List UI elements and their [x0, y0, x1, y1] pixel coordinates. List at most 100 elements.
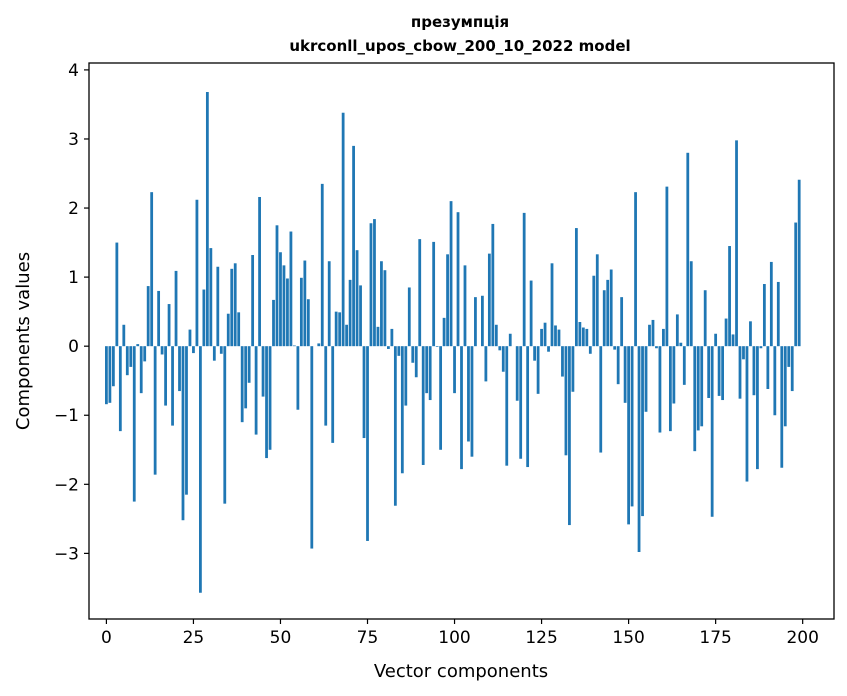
bar [407, 287, 411, 347]
bar [146, 286, 150, 347]
bar [331, 346, 335, 443]
bar-series [105, 92, 801, 593]
bar [682, 346, 686, 385]
bar [540, 328, 543, 347]
bar [122, 324, 126, 347]
bar [188, 329, 192, 347]
bar [696, 346, 700, 431]
bar [279, 252, 282, 347]
bar [115, 242, 119, 347]
bar [199, 346, 202, 593]
bar [254, 346, 258, 435]
bar [794, 222, 798, 347]
bar [641, 346, 644, 517]
bar [125, 346, 129, 376]
bar [602, 290, 606, 347]
bar [595, 254, 599, 347]
bar [202, 289, 206, 347]
bar [717, 346, 721, 396]
y-tick-label: −3 [54, 544, 79, 564]
bar [393, 346, 397, 506]
bar [157, 290, 161, 347]
bar [380, 261, 383, 347]
bar [192, 346, 195, 354]
bar [387, 346, 390, 349]
bar [195, 199, 199, 347]
bar [212, 346, 216, 361]
bar [442, 317, 446, 347]
bar [686, 152, 690, 347]
bar [345, 324, 349, 347]
chart-title-line2: ukrconll_upos_cbow_200_10_2022 model [289, 37, 630, 55]
bar [411, 346, 415, 363]
bar [494, 324, 498, 347]
bar [164, 346, 167, 406]
bar [759, 346, 763, 349]
bar [327, 261, 331, 347]
bar [376, 326, 380, 347]
bar [185, 346, 188, 495]
bar [561, 346, 564, 377]
bar [522, 212, 526, 347]
bar [160, 346, 164, 355]
y-axis-ticks: −3 −2 −1 0 1 2 3 4 [54, 61, 89, 564]
bar [373, 219, 376, 347]
bar [616, 346, 620, 385]
bar [226, 313, 230, 347]
bar [132, 346, 136, 502]
bar [776, 281, 780, 347]
bar [306, 299, 310, 347]
bar [762, 284, 766, 347]
bar [435, 346, 439, 347]
bar [756, 346, 759, 470]
bar [310, 346, 314, 549]
bar [738, 346, 742, 399]
bar [449, 201, 453, 347]
bar [352, 145, 355, 347]
bar [613, 346, 617, 350]
y-tick-label: 1 [68, 268, 79, 288]
bar [359, 285, 362, 347]
bar [749, 321, 752, 347]
bar [787, 346, 791, 367]
y-tick-label: −1 [54, 406, 79, 426]
bar [627, 346, 630, 525]
bar [606, 279, 610, 347]
bar [251, 255, 255, 347]
bar [588, 346, 592, 354]
x-tick-label: 75 [357, 628, 379, 648]
bar [634, 192, 637, 347]
bar [620, 297, 624, 347]
bar [303, 260, 307, 347]
bar [707, 346, 711, 398]
bar [752, 346, 756, 396]
plot-area-frame [88, 62, 835, 620]
bar [428, 346, 432, 401]
bar [341, 112, 345, 347]
bar [675, 314, 679, 347]
y-tick-label: −2 [54, 475, 79, 495]
bar [320, 183, 324, 347]
bar [484, 346, 488, 382]
bar [397, 346, 401, 356]
bar [425, 346, 429, 394]
bar [515, 346, 519, 401]
bar [481, 295, 484, 347]
bar [178, 346, 181, 392]
bar [742, 346, 745, 360]
y-tick-label: 3 [68, 130, 79, 150]
bar [268, 346, 272, 450]
bar [348, 279, 352, 347]
x-tick-label: 100 [438, 628, 470, 648]
bar [439, 346, 443, 450]
bar [581, 327, 585, 347]
bar [233, 263, 237, 347]
bar [474, 297, 477, 347]
bar [568, 346, 571, 526]
x-tick-label: 175 [699, 628, 731, 648]
bar [105, 346, 108, 405]
x-axis-label: Vector components [374, 661, 548, 682]
bar [630, 346, 634, 507]
bar [470, 346, 474, 457]
